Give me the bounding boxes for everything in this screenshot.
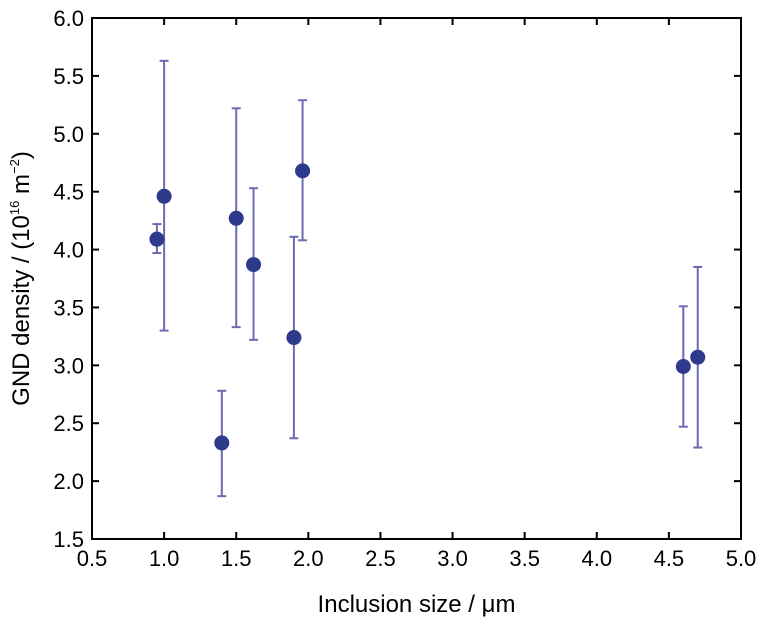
y-tick-label: 1.5 bbox=[53, 527, 84, 552]
ticks-layer: 0.5 1.0 1.5 2.0 2.5 3.0 3.5 4.0 4.5 5.0 1.5 2.0 2.5 3… bbox=[53, 6, 756, 571]
y-axis-title-exp: 16 bbox=[7, 201, 22, 215]
x-tick-label: 3.5 bbox=[509, 546, 540, 571]
x-axis-title: Inclusion size / μm bbox=[318, 591, 516, 618]
data-point bbox=[149, 231, 165, 247]
y-axis-title-suffix: ) bbox=[8, 151, 35, 159]
y-tick-label: 5.5 bbox=[53, 64, 84, 89]
data-point bbox=[690, 349, 706, 365]
y-tick-label: 3.5 bbox=[53, 295, 84, 320]
data-point bbox=[214, 435, 230, 451]
x-tick-label: 4.5 bbox=[654, 546, 685, 571]
x-tick-label: 2.0 bbox=[293, 546, 324, 571]
points-layer bbox=[149, 163, 706, 451]
x-tick-label: 2.5 bbox=[365, 546, 396, 571]
data-point bbox=[295, 163, 311, 179]
errorbars-layer bbox=[152, 59, 703, 498]
x-tick-label: 3.0 bbox=[437, 546, 468, 571]
y-axis-title-unit: m bbox=[8, 174, 35, 201]
data-point bbox=[156, 188, 172, 204]
y-tick-label: 5.0 bbox=[53, 122, 84, 147]
y-tick-label: 2.5 bbox=[53, 411, 84, 436]
x-tick-label: 1.5 bbox=[221, 546, 252, 571]
x-tick-label: 4.0 bbox=[581, 546, 612, 571]
y-tick-label: 2.0 bbox=[53, 469, 84, 494]
y-tick-label: 4.5 bbox=[53, 180, 84, 205]
data-point bbox=[286, 330, 302, 346]
y-axis-title-unit-exp: −2 bbox=[7, 159, 22, 174]
plot-frame bbox=[91, 17, 742, 540]
x-tick-label: 0.5 bbox=[77, 546, 108, 571]
x-tick-label: 1.0 bbox=[149, 546, 180, 571]
y-axis-title-prefix: GND density / (10 bbox=[8, 215, 35, 406]
y-tick-label: 6.0 bbox=[53, 6, 84, 31]
data-point bbox=[675, 358, 691, 374]
data-point bbox=[246, 257, 262, 273]
data-point bbox=[228, 210, 244, 226]
y-tick-label: 3.0 bbox=[53, 353, 84, 378]
y-axis-title: GND density / (1016 m−2) bbox=[7, 151, 35, 406]
x-tick-label: 5.0 bbox=[726, 546, 757, 571]
y-tick-label: 4.0 bbox=[53, 238, 84, 263]
